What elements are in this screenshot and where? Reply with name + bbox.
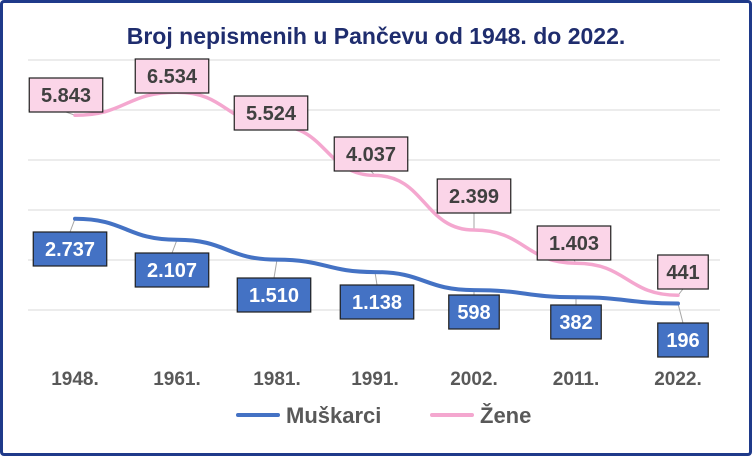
data-label: 441 [657,254,709,290]
data-label-box [333,136,409,172]
data-label-text: 2.399 [449,186,499,208]
data-label-text: 382 [559,312,592,334]
data-label-text: 5.524 [246,103,297,125]
data-label-text: 598 [457,302,490,324]
x-tick-label: 1991. [351,369,399,390]
data-label-box [233,95,309,131]
legend-label: Muškarci [286,403,381,428]
data-label-box [448,294,500,330]
data-label-box [28,77,104,113]
data-label-text: 5.843 [41,85,91,107]
data-label: 1.403 [536,225,612,261]
data-label-box [236,277,312,313]
x-tick-label: 1948. [51,369,99,390]
series-line-muskarci [73,216,680,306]
label-leader-line [171,239,178,254]
data-label-text: 1.510 [249,285,299,307]
data-label-box [339,284,415,320]
label-leader-line [273,259,278,279]
legend-label: Žene [480,403,531,428]
data-label-box [436,178,512,214]
data-label-text: 1.403 [549,233,599,255]
data-label: 196 [657,322,709,358]
data-label-box [657,322,709,358]
data-label-text: 6.534 [147,66,198,88]
data-label-box [657,254,709,290]
data-label-text: 1.138 [352,292,402,314]
x-tick-label: 2002. [450,369,498,390]
label-leader-line [374,271,378,286]
x-tick-label: 2011. [553,369,600,390]
data-label-text: 441 [666,262,699,284]
data-label-box [550,304,602,340]
data-label: 598 [448,294,500,330]
data-label-box [32,231,108,267]
data-label: 5.524 [233,95,309,131]
data-label-text: 2.737 [45,239,95,261]
label-leader-line [69,218,76,233]
data-label-box [536,225,612,261]
x-tick-label: 1981. [253,369,301,390]
data-label: 382 [550,304,602,340]
chart-title: Broj nepismenih u Pančevu od 1948. do 20… [127,23,626,49]
data-label-text: 2.107 [147,260,197,282]
x-tick-label: 2022. [654,369,702,390]
data-label: 6.534 [134,58,210,94]
data-label-text: 4.037 [346,144,396,166]
data-label: 1.138 [339,284,415,320]
legend: Muškarci Žene [236,403,531,428]
legend-item-zene: Žene [430,403,531,428]
x-tick-label: 1961. [153,369,201,390]
data-label: 5.843 [28,77,104,113]
data-label: 1.510 [236,277,312,313]
x-axis-ticks: 1948. 1961. 1981. 1991. 2002. 2011. 2022. [51,369,702,390]
data-label: 4.037 [333,136,409,172]
data-label: 2.107 [134,252,210,288]
data-label: 2.399 [436,178,512,214]
label-leader-line [677,303,684,324]
data-label: 2.737 [32,231,108,267]
data-label-text: 196 [666,330,699,352]
data-label-box [134,252,210,288]
legend-item-muskarci: Muškarci [236,403,381,428]
data-labels: 2.737 2.107 1.510 1.138 598 382 196 5.843 6.534 5… [28,58,709,358]
data-label-box [134,58,210,94]
